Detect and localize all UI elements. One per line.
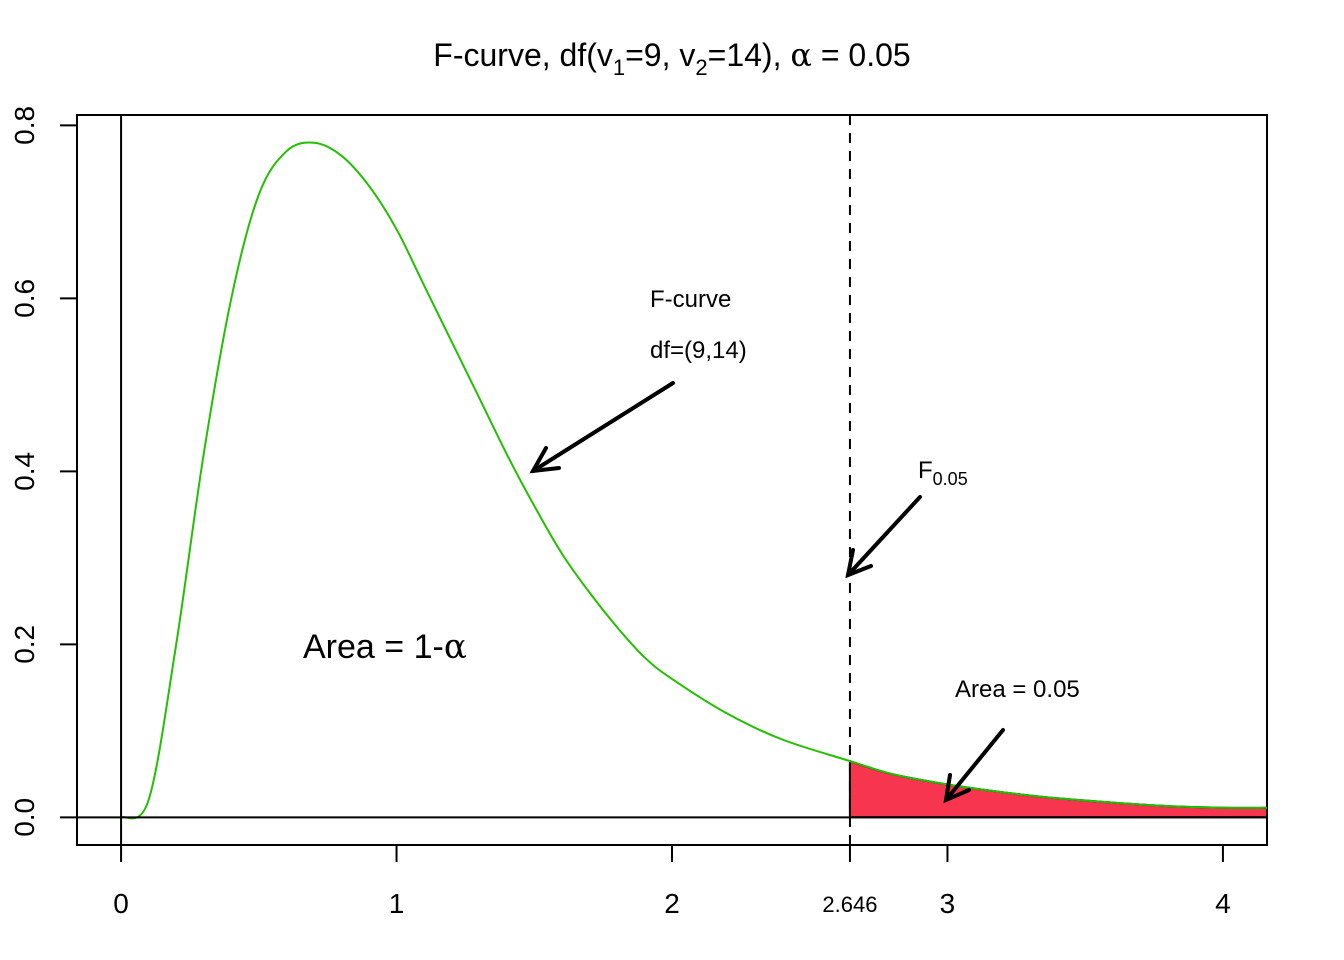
- chart-title: F-curve, df(v1=9, v2=14), α = 0.05: [433, 36, 910, 80]
- x-axis: 0 1 2 2.646 3 4: [113, 845, 1231, 919]
- y-tick-label: 0.4: [9, 452, 40, 491]
- f-density-curve: [120, 141, 1268, 820]
- y-tick-label: 0.6: [9, 279, 40, 318]
- x-tick-label: 2: [664, 888, 680, 919]
- x-tick-label: 3: [940, 888, 956, 919]
- area-right-label: Area = 0.05: [955, 676, 1080, 703]
- upper-tail-area: [848, 759, 1268, 819]
- y-axis: 0.0 0.2 0.4 0.6 0.8: [9, 106, 77, 837]
- plot-frame: [76, 114, 1268, 846]
- area-right-arrow: [943, 728, 1005, 804]
- fcrit-arrow: [845, 495, 922, 579]
- fcurve-label-line2: df=(9,14): [650, 337, 747, 364]
- fcurve-arrow: [529, 381, 675, 474]
- y-tick-label: 0.0: [9, 798, 40, 837]
- y-tick-label: 0.2: [9, 625, 40, 664]
- fcurve-label-line1: F-curve: [650, 286, 731, 313]
- fcrit-label: F0.05: [918, 457, 968, 489]
- x-tick-label: 4: [1215, 888, 1231, 919]
- x-tick-label: 2.646: [822, 892, 877, 917]
- x-tick-label: 1: [389, 888, 405, 919]
- area-left-label: Area = 1-α: [303, 627, 467, 667]
- y-tick-label: 0.8: [9, 106, 40, 145]
- x-tick-label: 0: [113, 888, 129, 919]
